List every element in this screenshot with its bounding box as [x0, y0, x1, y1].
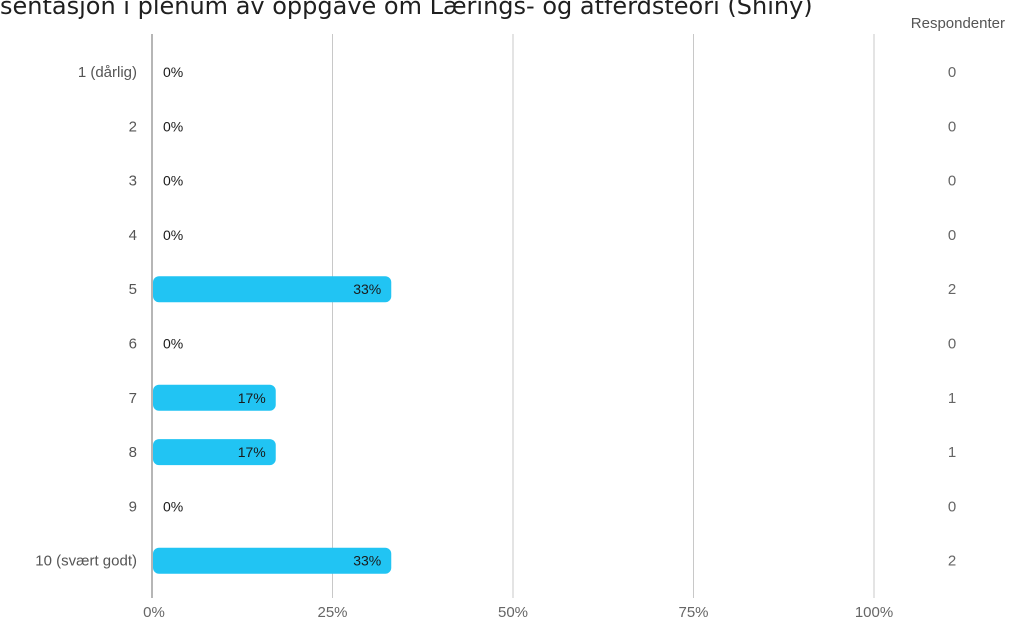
category-label: 9 — [129, 498, 137, 515]
category-label: 2 — [129, 118, 137, 135]
respondent-count: 2 — [948, 553, 956, 570]
respondent-count: 0 — [948, 336, 956, 353]
labels-layer: 0% 25% 50% 75% 100%1 (dårlig) 0% 02 0% 03 0% 04 0% 0… — [35, 64, 956, 621]
bar-value-label: 0% — [163, 336, 183, 352]
respondent-count: 0 — [948, 64, 956, 81]
category-label: 3 — [129, 173, 137, 190]
bar-value-label: 0% — [163, 227, 183, 243]
bar — [153, 384, 276, 411]
bar-value-label: 33% — [353, 281, 381, 297]
respondent-count: 0 — [948, 118, 956, 135]
respondent-count: 1 — [948, 390, 956, 407]
bar-value-label: 17% — [238, 444, 266, 460]
bar-value-label: 0% — [163, 118, 183, 134]
respondents-column-header: Respondenter — [910, 15, 1005, 32]
bar-value-label: 0% — [163, 173, 183, 189]
bar-value-label: 17% — [238, 390, 266, 406]
bars-layer — [153, 276, 392, 574]
respondent-count: 0 — [948, 227, 956, 244]
category-label: 10 (svært godt) — [35, 553, 137, 570]
bar — [153, 547, 392, 574]
respondent-count: 0 — [948, 498, 956, 515]
category-label: 5 — [129, 281, 137, 298]
respondent-count: 1 — [948, 444, 956, 461]
category-label: 1 (dårlig) — [78, 64, 137, 81]
x-tick-label: 50% — [498, 604, 528, 621]
bar-value-label: 0% — [163, 64, 183, 80]
respondent-count: 2 — [948, 281, 956, 298]
category-label: 6 — [129, 336, 137, 353]
x-tick-label: 75% — [678, 604, 708, 621]
x-tick-label: 25% — [317, 604, 347, 621]
grid-layer — [151, 34, 875, 598]
x-tick-label: 0% — [143, 604, 165, 621]
bar — [153, 276, 392, 303]
category-label: 7 — [129, 390, 137, 407]
category-label: 8 — [129, 444, 137, 461]
bar — [153, 439, 276, 466]
category-label: 4 — [129, 227, 137, 244]
bar-value-label: 0% — [163, 498, 183, 514]
bar-value-label: 33% — [353, 553, 381, 569]
respondent-count: 0 — [948, 173, 956, 190]
chart-title: sentasjon i plenum av oppgave om Lærings… — [0, 0, 813, 20]
x-tick-label: 100% — [855, 604, 893, 621]
